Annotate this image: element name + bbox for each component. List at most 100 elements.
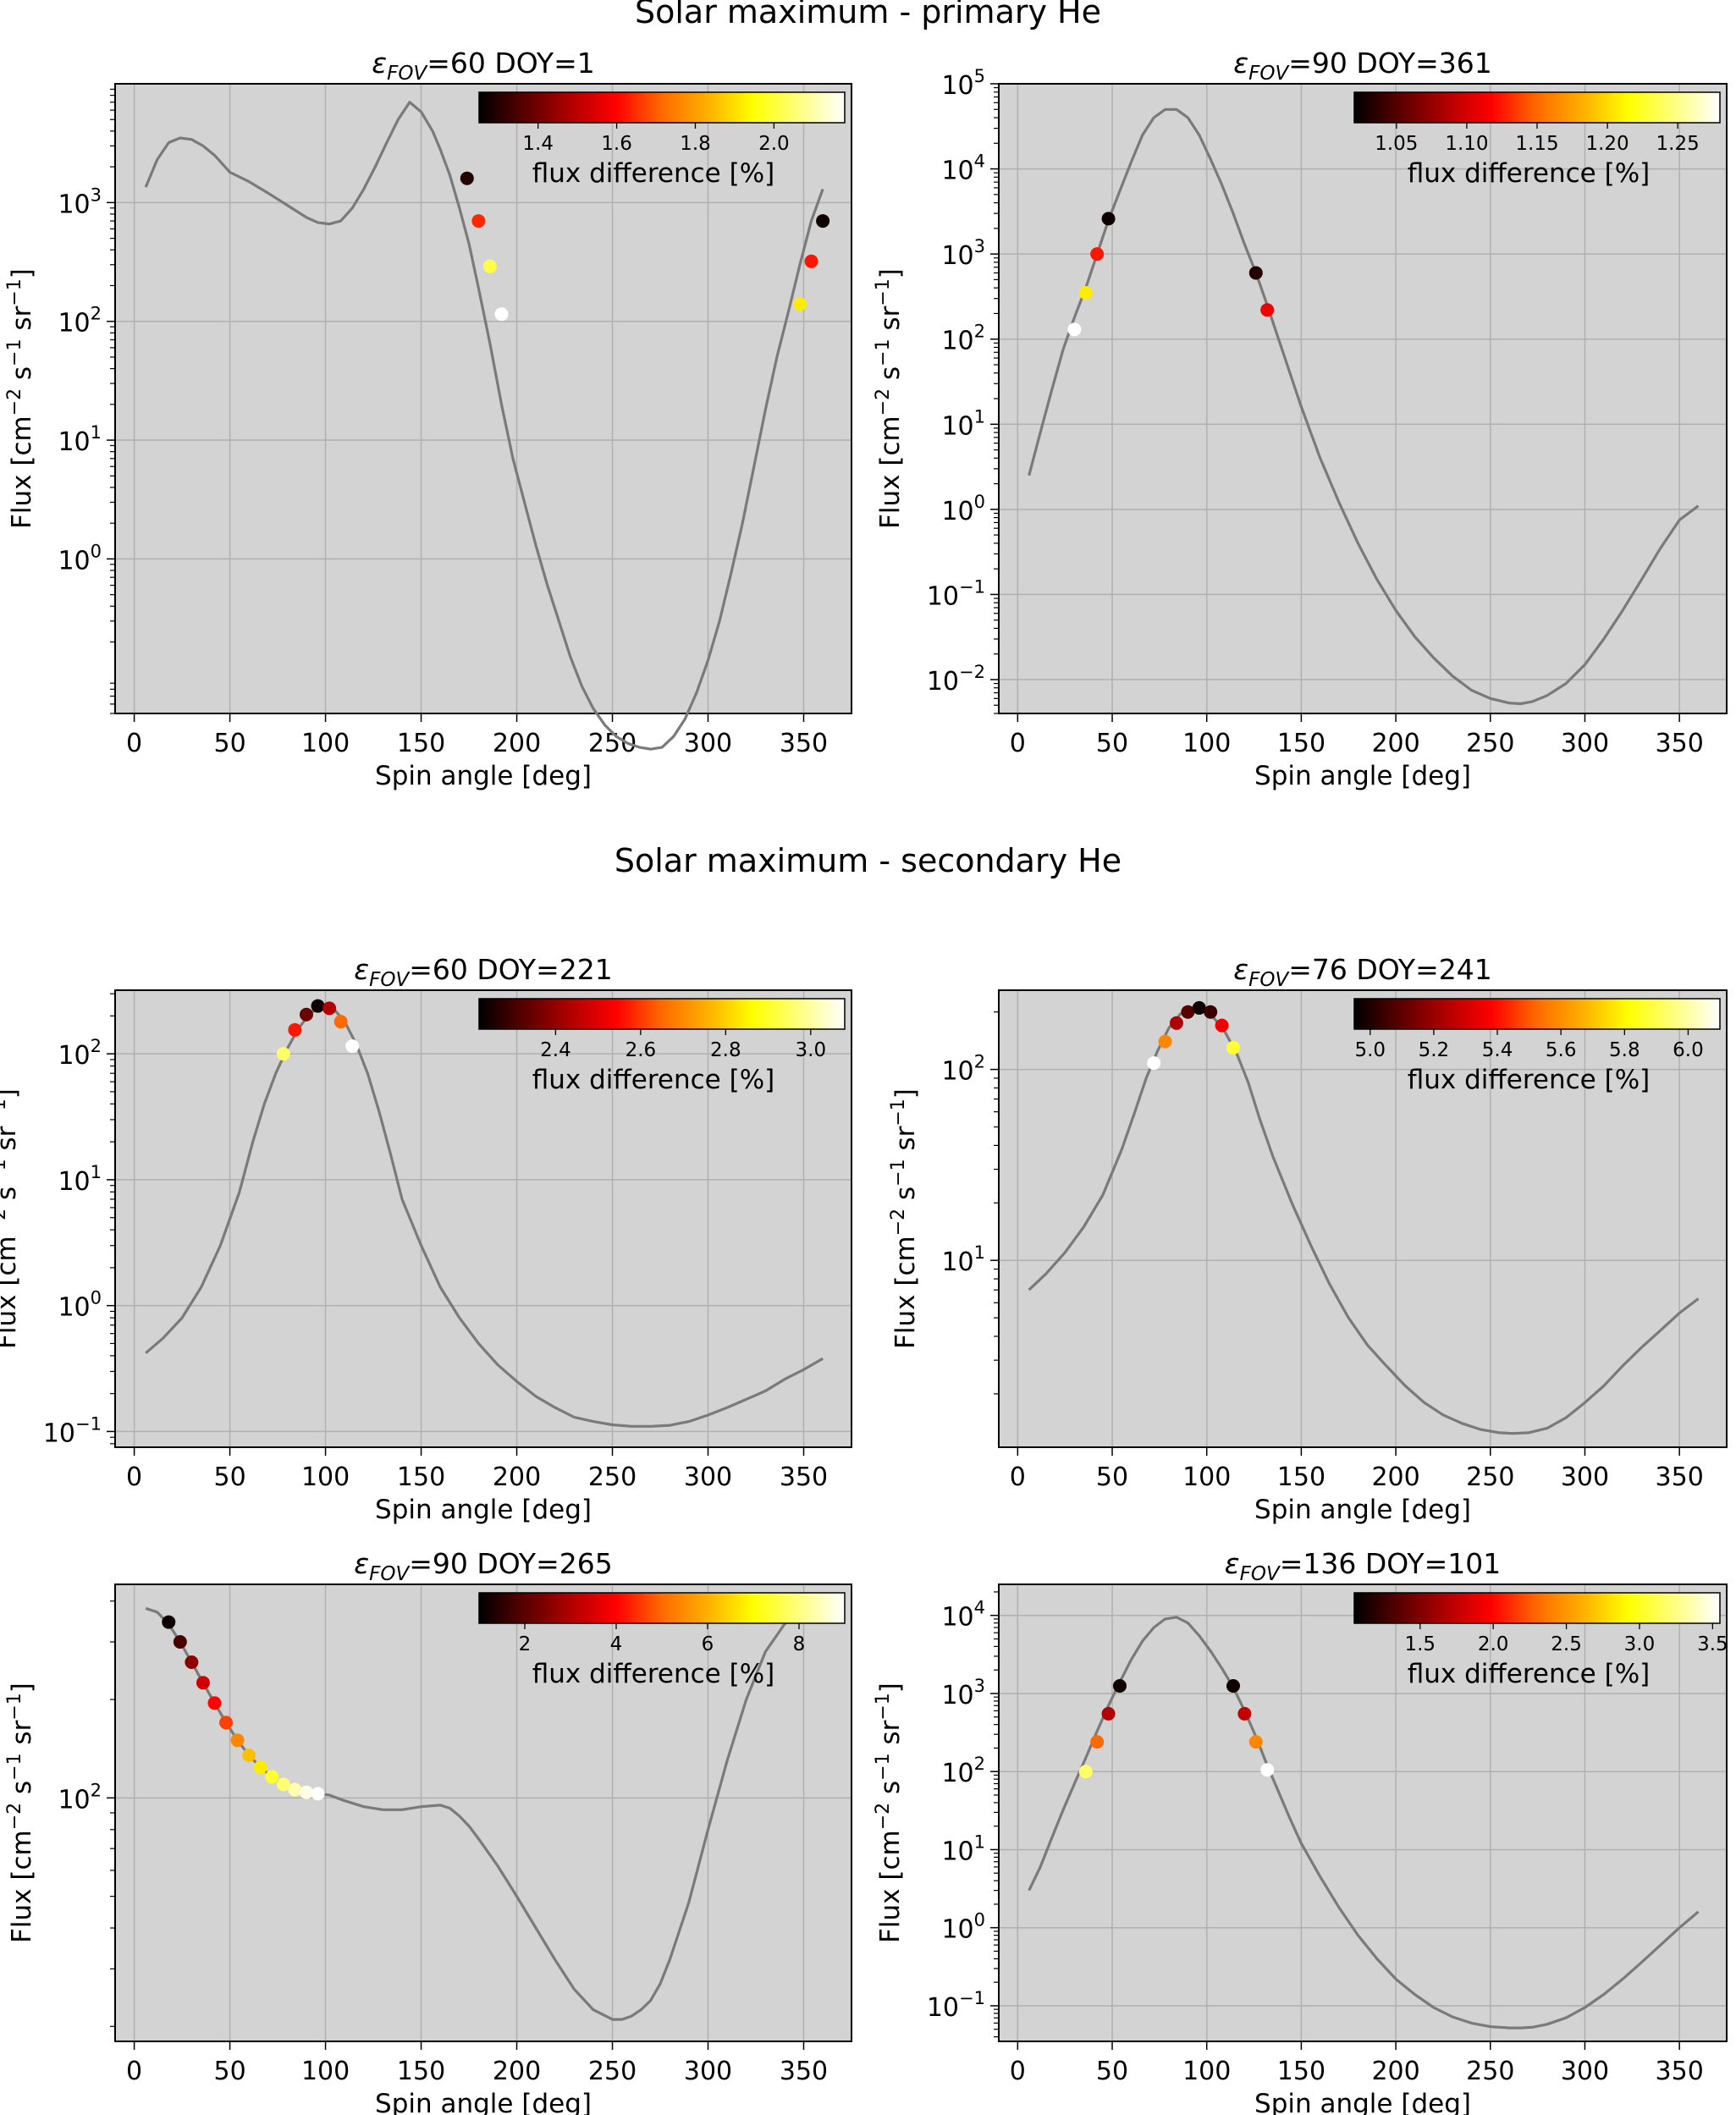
- data-point: [816, 214, 830, 229]
- colorbar-label: flux difference [%]: [532, 1065, 775, 1095]
- data-point: [1101, 1706, 1116, 1721]
- x-tick-label: 100: [1182, 1462, 1231, 1492]
- x-tick-label: 0: [1010, 729, 1026, 758]
- data-point: [804, 254, 818, 268]
- plot-area: [115, 990, 851, 1447]
- colorbar-tick-label: 3.0: [1624, 1633, 1656, 1655]
- y-tick-label: 103: [941, 236, 985, 271]
- data-point: [242, 1748, 256, 1762]
- x-tick-label: 350: [780, 2057, 828, 2086]
- colorbar-tick-label: 2.4: [540, 1039, 571, 1061]
- y-tick-label: 102: [941, 1754, 985, 1788]
- y-tick-label: 101: [58, 1162, 102, 1197]
- colorbar-tick-label: 2.8: [710, 1039, 741, 1061]
- data-point: [1204, 1005, 1218, 1019]
- x-tick-label: 0: [1010, 1462, 1026, 1492]
- colorbar: 2 4 6 8 flux difference [%]: [478, 1592, 846, 1689]
- data-point: [1215, 1018, 1229, 1033]
- x-tick-label: 250: [1466, 729, 1514, 758]
- colorbar-tick-label: 1.5: [1404, 1633, 1436, 1655]
- panel-2: 0 50 100 150 200 250 300 350 10−2 10−1 100 101 102 10…: [873, 47, 1728, 791]
- data-point: [333, 1015, 348, 1029]
- x-tick-label: 50: [213, 729, 245, 758]
- y-tick-label: 102: [941, 322, 985, 356]
- y-tick-label: 10−1: [43, 1413, 102, 1448]
- panel-4: 0 50 100 150 200 250 300 350 101 102 εFOV=76 DOY=2…: [888, 953, 1728, 1525]
- data-point: [207, 1696, 222, 1710]
- data-point: [1067, 322, 1082, 337]
- colorbar-tick-label: 2.0: [1478, 1633, 1509, 1655]
- y-axis-label: Flux [cm−2 s−1 sr−1]: [4, 268, 37, 529]
- x-tick-label: 50: [1096, 1462, 1128, 1492]
- colorbar-tick-label: 2.0: [758, 133, 790, 155]
- x-tick-label: 250: [1466, 1462, 1514, 1492]
- data-point: [1248, 1735, 1263, 1749]
- x-tick-label: 150: [1277, 729, 1325, 758]
- y-tick-label: 101: [58, 422, 102, 457]
- flux-curve: [1028, 107, 1700, 706]
- data-point: [311, 999, 325, 1013]
- y-axis-label: Flux [cm−2 s−1 sr−1]: [0, 1088, 22, 1349]
- y-tick-label: 104: [941, 151, 985, 186]
- data-point: [1078, 1765, 1093, 1779]
- panel-title: εFOV=90 DOY=265: [354, 1547, 612, 1585]
- y-tick-label: 100: [941, 1910, 985, 1945]
- y-tick-label: 100: [941, 492, 985, 526]
- colorbar-tick-label: 5.8: [1609, 1039, 1640, 1061]
- x-axis-label: Spin angle [deg]: [375, 1495, 592, 1525]
- x-tick-label: 200: [493, 1462, 541, 1492]
- y-axis-label: Flux [cm−2 s−1 sr−1]: [873, 268, 906, 529]
- x-tick-label: 200: [1371, 729, 1419, 758]
- x-tick-label: 300: [1561, 729, 1609, 758]
- data-point: [276, 1777, 290, 1792]
- data-point: [1101, 212, 1116, 226]
- panel-title: εFOV=136 DOY=101: [1225, 1547, 1501, 1585]
- colorbar-tick-label: 1.6: [601, 133, 632, 155]
- colorbar: 2.4 2.6 2.8 3.0 flux difference [%]: [478, 998, 846, 1095]
- x-tick-label: 350: [780, 729, 828, 758]
- y-tick-label: 103: [58, 185, 102, 219]
- x-tick-label: 50: [213, 1462, 245, 1492]
- colorbar-tick-label: 5.0: [1354, 1039, 1386, 1061]
- colorbar-label: flux difference [%]: [532, 158, 775, 189]
- colorbar-tick-label: 5.4: [1482, 1039, 1513, 1061]
- data-point: [345, 1039, 360, 1054]
- x-tick-label: 0: [126, 729, 142, 758]
- x-tick-label: 200: [493, 729, 541, 758]
- y-tick-label: 103: [941, 1676, 985, 1710]
- y-tick-label: 10−1: [927, 1988, 985, 2023]
- data-point: [288, 1022, 302, 1037]
- colorbar: 5.0 5.2 5.4 5.6 5.8 6.0 flux difference [%]: [1353, 998, 1721, 1095]
- section-title-primary: Solar maximum - primary He: [635, 0, 1101, 30]
- colorbar: 1.5 2.0 2.5 3.0 3.5 flux difference [%]: [1353, 1592, 1728, 1689]
- data-point: [288, 1782, 302, 1797]
- colorbar-label: flux difference [%]: [1408, 1659, 1651, 1689]
- flux-curve: [145, 1004, 824, 1428]
- data-point: [1260, 1763, 1275, 1777]
- data-point: [322, 1001, 337, 1016]
- colorbar-gradient: [1353, 1592, 1721, 1624]
- data-point: [299, 1007, 313, 1022]
- colorbar-label: flux difference [%]: [1408, 1065, 1651, 1095]
- plot-area: [115, 1584, 851, 2041]
- x-tick-label: 100: [301, 1462, 350, 1492]
- flux-curve: [1028, 1006, 1700, 1435]
- data-point: [1192, 1000, 1206, 1015]
- y-tick-label: 10−2: [927, 662, 985, 697]
- x-tick-label: 300: [1561, 2057, 1609, 2086]
- colorbar-tick-label: 3.5: [1697, 1633, 1728, 1655]
- data-point: [1112, 1679, 1127, 1694]
- x-axis-label: Spin angle [deg]: [1254, 761, 1471, 791]
- colorbar-tick-label: 3.0: [796, 1039, 827, 1061]
- plot-frame: [998, 83, 1728, 714]
- colorbar-tick-label: 2.6: [626, 1039, 657, 1061]
- data-point: [173, 1635, 187, 1650]
- colorbar-tick-label: 4: [610, 1633, 623, 1655]
- colorbar-tick-label: 6.0: [1673, 1039, 1704, 1061]
- x-axis-label: Spin angle [deg]: [1254, 1495, 1471, 1525]
- x-tick-label: 50: [1096, 2057, 1128, 2086]
- x-tick-label: 0: [126, 1462, 142, 1492]
- y-tick-label: 100: [58, 541, 102, 576]
- x-tick-label: 250: [588, 1462, 637, 1492]
